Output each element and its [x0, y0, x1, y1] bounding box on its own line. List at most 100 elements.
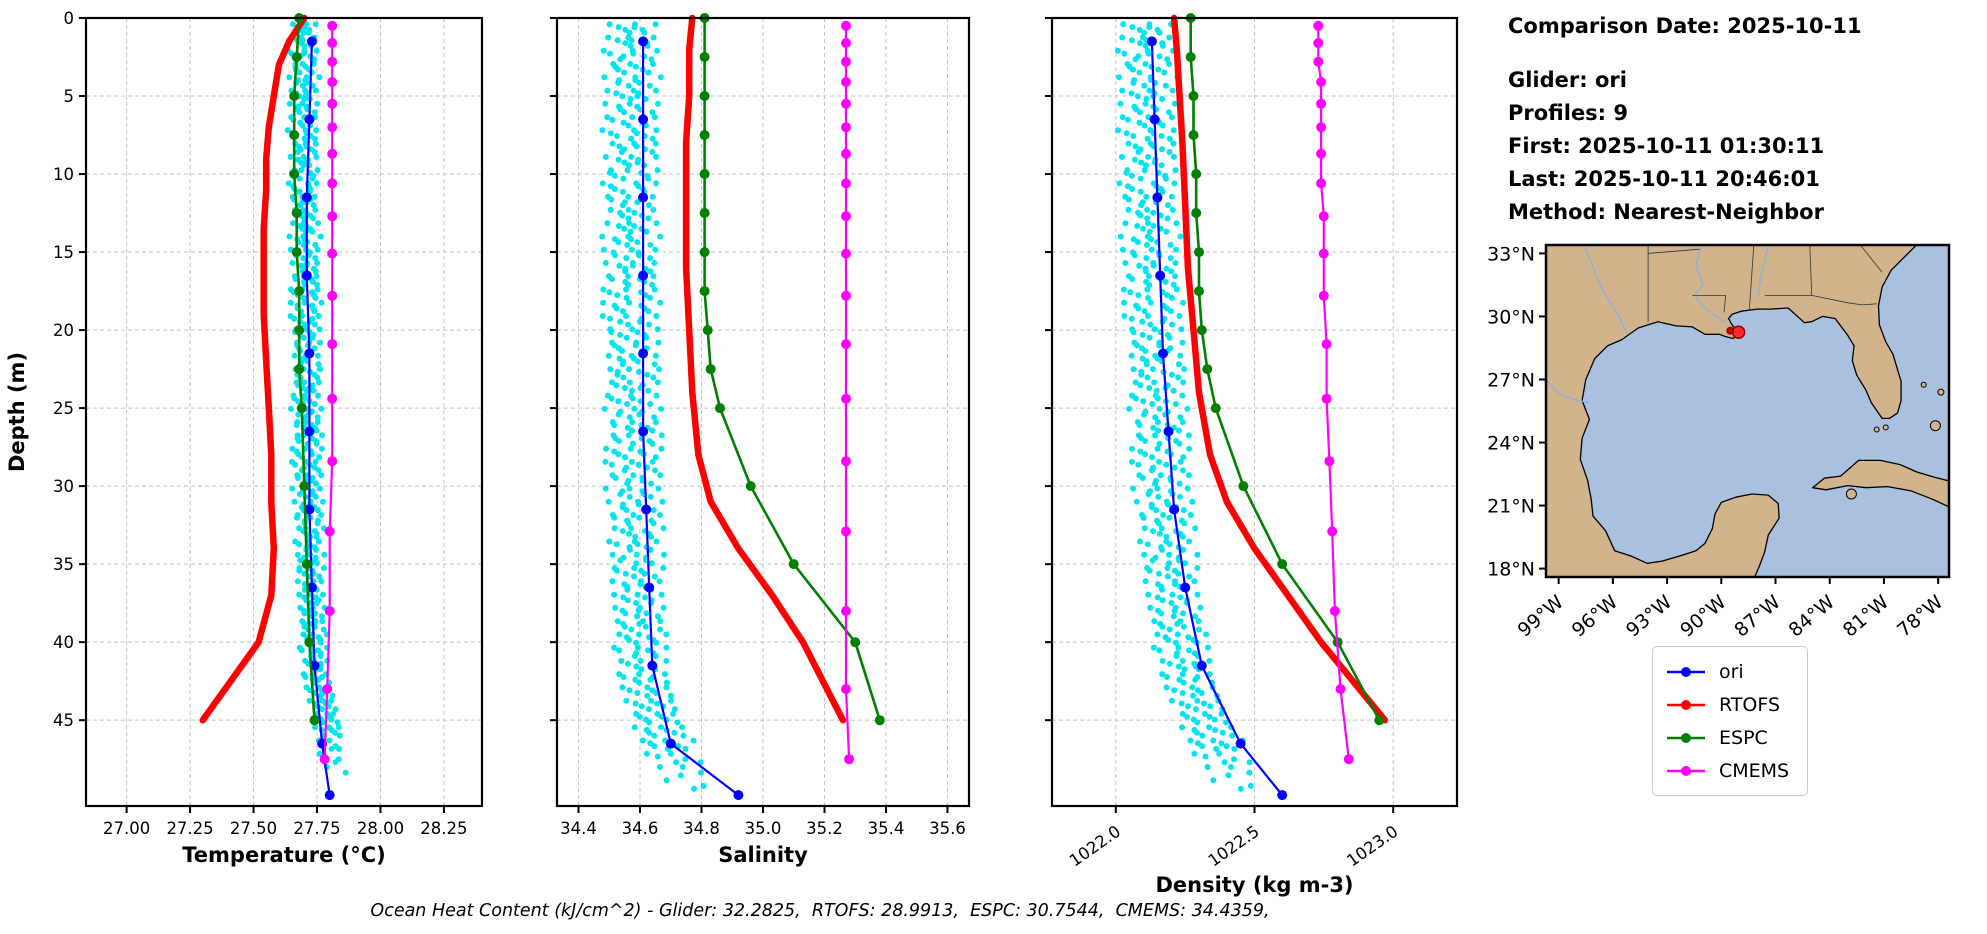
location-map: 33°N 30°N 27°N 24°N 21°N 18°N 99°W 96°W 93°W 90°W…: [1487, 243, 1951, 642]
y-tick-label: 5: [64, 87, 75, 106]
lon-tick-label: 78°W: [1893, 591, 1947, 642]
legend-label: ESPC: [1719, 726, 1768, 749]
legend-entry-ori: ori: [1665, 655, 1789, 688]
ori-series-line: [638, 36, 744, 801]
info-line: Profiles: 9: [1508, 101, 1629, 125]
island: [1929, 420, 1941, 432]
x-tick-label: 28.25: [420, 819, 467, 838]
legend-line-sample: [1667, 666, 1705, 677]
y-tick-label: 20: [53, 321, 74, 340]
ori-series-line: [1146, 36, 1288, 801]
y-tick-label: 10: [53, 165, 74, 184]
lat-tick-label: 30°N: [1487, 306, 1535, 328]
legend-entry-espc: ESPC: [1665, 721, 1789, 754]
lat-tick-label: 18°N: [1487, 559, 1535, 581]
glider-profiles-scatter: [599, 21, 707, 792]
y-tick-label: 15: [53, 243, 74, 262]
y-tick-label: 35: [53, 555, 74, 574]
ESPC-series-line: [699, 13, 885, 726]
lon-tick-label: 81°W: [1839, 591, 1893, 642]
x-tick-label: 35.4: [868, 819, 905, 838]
ESPC-series-line: [289, 13, 320, 726]
x-tick-label: 28.00: [357, 819, 404, 838]
x-tick-label: 1023.0: [1343, 822, 1401, 871]
y-tick-label: 30: [53, 477, 74, 496]
CMEMS-series-line: [1313, 20, 1354, 765]
legend-line-sample: [1667, 732, 1705, 743]
lon-tick-label: 96°W: [1568, 591, 1622, 642]
x-tick-label: 1022.5: [1205, 822, 1263, 871]
glider-location-marker: [1731, 325, 1746, 339]
lon-tick-label: 84°W: [1785, 591, 1839, 642]
legend-label: CMEMS: [1719, 759, 1790, 782]
legend-label: RTOFS: [1719, 693, 1781, 716]
x-axis-label: Temperature (°C): [182, 843, 385, 867]
map-frame: [1544, 243, 1951, 579]
axes-frame: [84, 16, 484, 808]
state-border: [1648, 248, 1700, 254]
lat-tick-label: 27°N: [1487, 369, 1535, 391]
x-axis-label: Salinity: [718, 843, 808, 867]
x-tick-label: 34.4: [560, 819, 597, 838]
ocean-heat-content-caption: Ocean Heat Content (kJ/cm^2) - Glider: 3…: [370, 901, 1270, 921]
CMEMS-series-line: [319, 20, 338, 765]
gridlines: [86, 17, 482, 806]
island: [1937, 388, 1945, 396]
lon-tick-label: 99°W: [1514, 591, 1568, 642]
x-tick-label: 35.2: [806, 819, 843, 838]
state-border: [1809, 245, 1813, 296]
island: [1882, 424, 1889, 431]
state-border: [1860, 245, 1883, 273]
river: [1756, 245, 1769, 298]
salinity-plot: 34.4 34.6 34.8 35.0 35.2 35.4 35.6 Salinity: [550, 13, 971, 867]
state-border: [1811, 295, 1877, 306]
legend-line-sample: [1667, 765, 1705, 776]
island: [1873, 426, 1880, 433]
info-panel: Comparison Date: 2025-10-11 Glider: ori Pr…: [1508, 10, 1862, 229]
y-tick-label: 45: [53, 711, 74, 730]
x-tick-label: 27.00: [103, 819, 150, 838]
info-spacer: [1508, 43, 1862, 64]
landmass: [1811, 459, 1949, 508]
state-border: [1748, 245, 1755, 311]
state-border: [1723, 295, 1727, 313]
lat-tick-label: 24°N: [1487, 433, 1535, 455]
x-tick-label: 27.25: [166, 819, 213, 838]
info-line: Last: 2025-10-11 20:46:01: [1508, 167, 1820, 191]
RTOFS-series-line: [1170, 14, 1389, 724]
x-tick-label: 1022.0: [1066, 822, 1124, 871]
lon-tick-label: 87°W: [1730, 591, 1784, 642]
x-tick-label: 27.50: [230, 819, 277, 838]
CMEMS-series-line: [841, 20, 855, 765]
river: [1546, 379, 1589, 404]
x-tick-label: 35.6: [929, 819, 966, 838]
y-tick-label: 0: [64, 9, 75, 28]
legend: ori RTOFS ESPC CMEMS: [1652, 646, 1809, 796]
x-tick-label: 34.8: [683, 819, 720, 838]
legend-entry-cmems: CMEMS: [1665, 754, 1789, 787]
ori-series-line: [301, 36, 335, 801]
lon-tick-label: 90°W: [1676, 591, 1730, 642]
y-tick-label: 25: [53, 399, 74, 418]
ESPC-series-line: [1185, 13, 1385, 726]
lon-tick-label: 93°W: [1622, 591, 1676, 642]
y-axis-label: Depth (m): [5, 352, 29, 472]
info-line: First: 2025-10-11 01:30:11: [1508, 134, 1825, 158]
legend-label: ori: [1719, 660, 1744, 683]
info-line: Method: Nearest-Neighbor: [1508, 200, 1824, 224]
island: [1845, 488, 1857, 500]
x-axis-label: Density (kg m-3): [1155, 873, 1353, 897]
landmass: [1546, 245, 1918, 577]
gridlines: [1052, 17, 1457, 806]
x-tick-label: 27.75: [293, 819, 340, 838]
y-tick-label: 40: [53, 633, 74, 652]
lat-tick-label: 21°N: [1487, 496, 1535, 518]
RTOFS-series-line: [682, 14, 847, 724]
x-tick-label: 35.0: [745, 819, 782, 838]
map-canvas: [1546, 245, 1949, 577]
RTOFS-series-line: [199, 14, 308, 724]
temperature-plot: 27.00 27.25 27.50 27.75 28.00 28.25 0 5 10 15 20 25…: [5, 9, 484, 867]
